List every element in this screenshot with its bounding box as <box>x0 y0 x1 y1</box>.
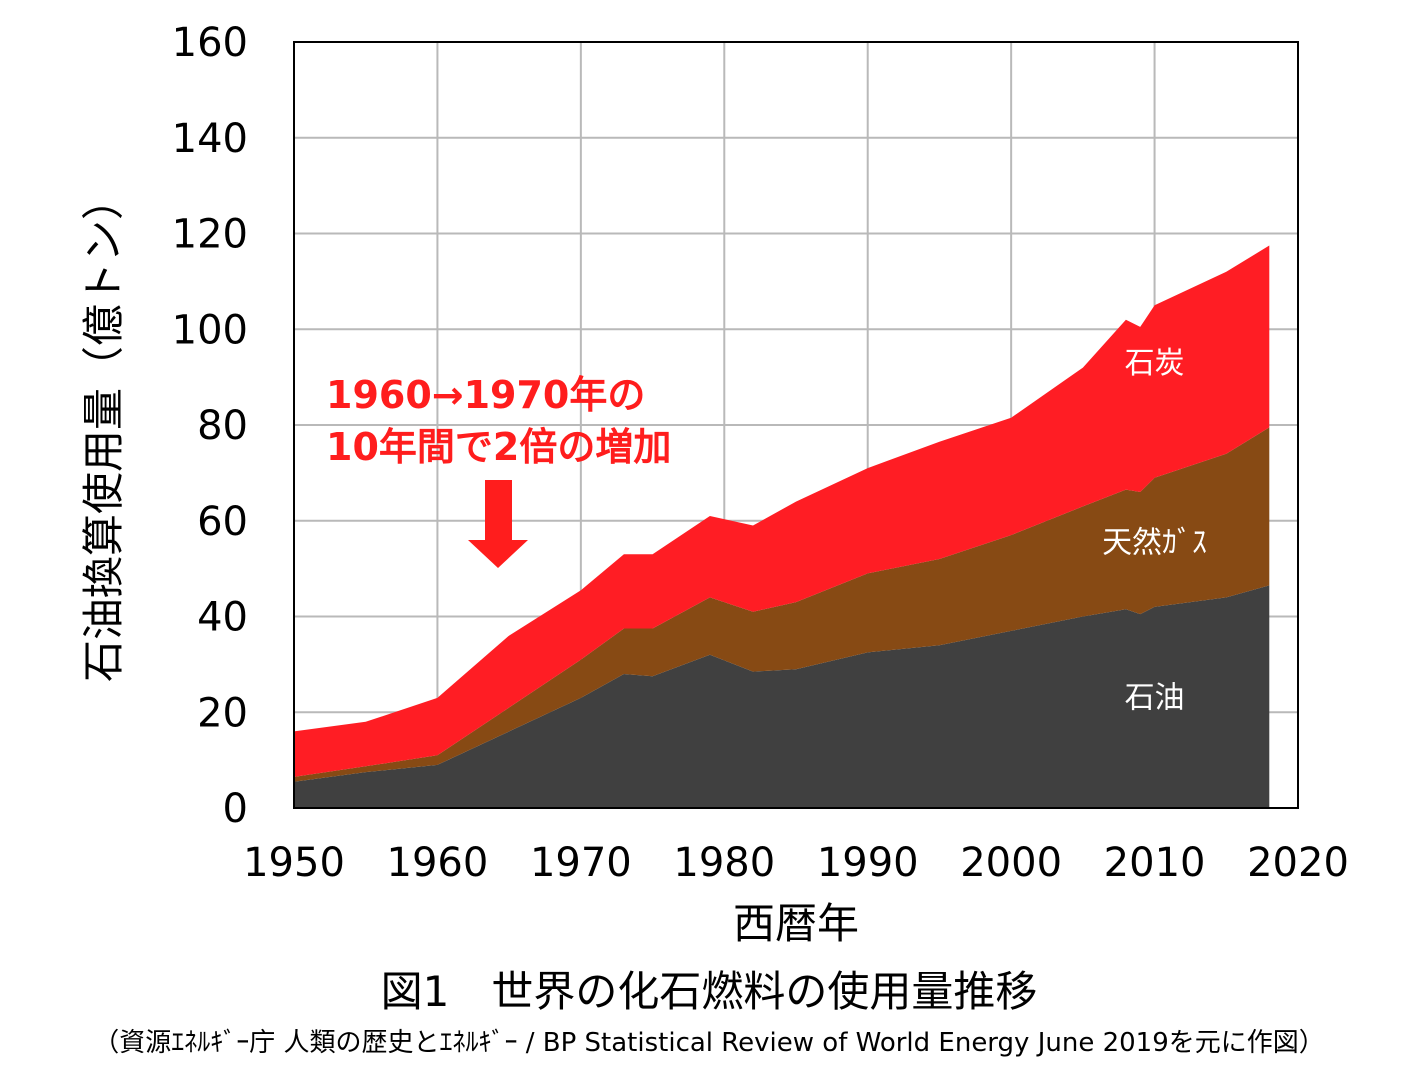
area-series-2 <box>294 245 1270 777</box>
figure-caption: 図1 世界の化石燃料の使用量推移 <box>380 967 1038 1016</box>
series-label-0: 石油 <box>1125 680 1185 715</box>
y-tick-label-4: 80 <box>197 403 248 449</box>
source-note: （資源ｴﾈﾙｷﾞｰ庁 人類の歴史とｴﾈﾙｷﾞｰ / BP Statistical… <box>93 1028 1325 1058</box>
area-series-1 <box>294 427 1270 782</box>
stacked-areas <box>294 245 1270 808</box>
down-arrow-icon <box>468 480 528 568</box>
series-label-2: 石炭 <box>1125 346 1185 381</box>
y-axis-label: 石油換算使用量（億トン） <box>79 178 128 682</box>
y-tick-label-5: 100 <box>172 307 248 353</box>
series-labels: 石油 天然ｶﾞｽ 石炭 <box>1102 346 1207 716</box>
y-tick-label-6: 120 <box>172 212 248 258</box>
plot-frame <box>293 41 1299 809</box>
annotation-line-1: 1960→1970年の <box>326 373 645 417</box>
y-tick-label-3: 60 <box>197 499 248 545</box>
y-tick-label-0: 0 <box>223 786 248 832</box>
x-tick-label-7: 2020 <box>1247 840 1349 886</box>
x-tick-label-2: 1970 <box>530 840 632 886</box>
annotation-line-2: 10年間で2倍の増加 <box>326 425 671 469</box>
y-tick-label-1: 20 <box>197 690 248 736</box>
y-axis-ticks: 0 20 40 60 80 100 120 140 160 <box>172 20 248 832</box>
series-label-1: 天然ｶﾞｽ <box>1102 525 1207 560</box>
y-tick-label-8: 160 <box>172 20 248 66</box>
x-tick-label-6: 2010 <box>1104 840 1206 886</box>
y-tick-label-2: 40 <box>197 595 248 641</box>
area-series-0 <box>294 585 1270 808</box>
x-tick-label-0: 1950 <box>243 840 345 886</box>
x-tick-label-1: 1960 <box>387 840 489 886</box>
x-tick-label-4: 1990 <box>817 840 919 886</box>
y-tick-label-7: 140 <box>172 116 248 162</box>
x-tick-label-3: 1980 <box>673 840 775 886</box>
x-axis-label: 西暦年 <box>733 899 859 948</box>
x-axis-ticks: 1950 1960 1970 1980 1990 2000 2010 2020 <box>243 840 1349 886</box>
x-tick-label-5: 2000 <box>960 840 1062 886</box>
